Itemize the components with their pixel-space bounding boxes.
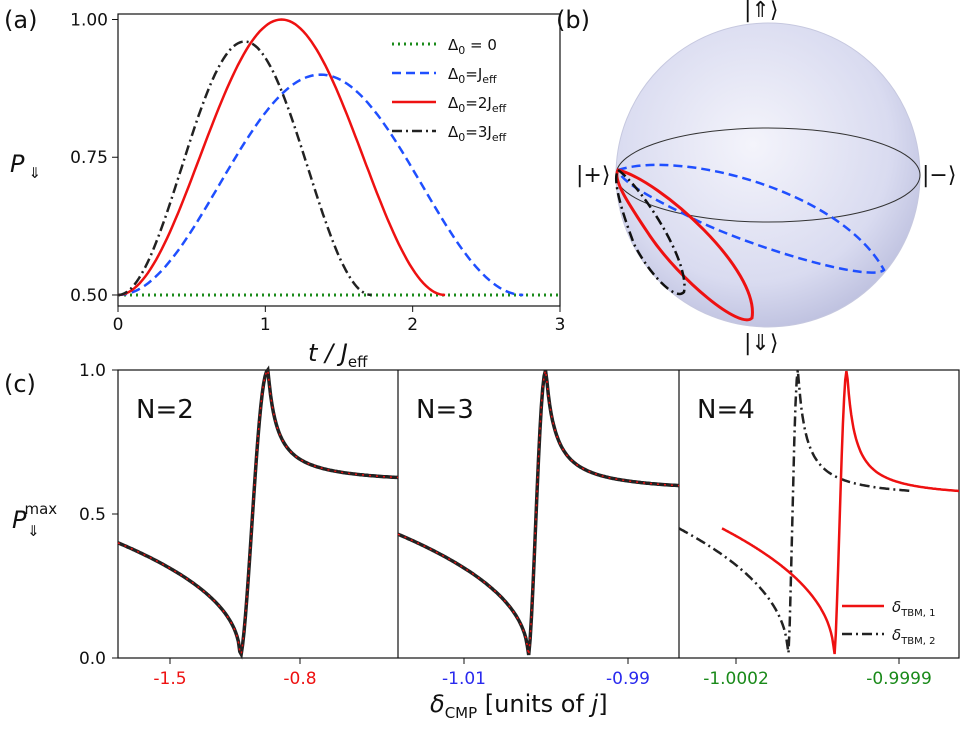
a-legend-label: Δ0 = 0 bbox=[448, 36, 497, 57]
b-trajectory-delta2 bbox=[615, 168, 754, 322]
a-xtick-label: 3 bbox=[555, 315, 566, 335]
a-series-line bbox=[117, 40, 372, 297]
a-xtick-label: 0 bbox=[113, 315, 124, 335]
panel-c-ylabel: Pmax ⇓ bbox=[12, 500, 57, 540]
b-trajectory-delta3 bbox=[614, 168, 686, 296]
panel-b-label: (b) bbox=[556, 6, 590, 34]
subpanel-title: N=3 bbox=[416, 395, 474, 425]
a-legend-label: Δ0=2Jeff bbox=[448, 94, 507, 115]
panel-a-label: (a) bbox=[4, 6, 37, 34]
c-curve-red-n4 bbox=[721, 370, 960, 655]
a-ytick-label: 1.00 bbox=[70, 11, 108, 31]
panel-a-ylabel: P ⇓ bbox=[10, 150, 41, 182]
c-xtick-label: -0.9999 bbox=[866, 669, 932, 689]
panel-a-xlabel: t / Jeff bbox=[308, 339, 368, 371]
c-xtick-label: -0.99 bbox=[606, 669, 650, 689]
a-xtick-label: 2 bbox=[407, 315, 418, 335]
a-ytick-label: 0.75 bbox=[70, 148, 108, 168]
state-right-label: |−⟩ bbox=[922, 163, 956, 188]
state-top-label: |⇑⟩ bbox=[744, 0, 778, 23]
c-ytick-label: 0.0 bbox=[79, 649, 106, 669]
state-left-label: |+⟩ bbox=[576, 163, 610, 188]
c-xtick-label: -1.01 bbox=[442, 669, 486, 689]
panel-a-plot: 0 1 2 3 0.50 0.75 1.00 Δ0 = 0 Δ0=Jeff Δ0=2Jeff Δ0… bbox=[70, 11, 565, 335]
c-legend-label: δTBM, 2 bbox=[892, 626, 936, 647]
c-xtick-label: -0.8 bbox=[283, 669, 316, 689]
a-legend-label: Δ0=3Jeff bbox=[448, 123, 507, 144]
state-bottom-label: |⇓⟩ bbox=[744, 331, 778, 356]
c-xtick-label: -1.0002 bbox=[703, 669, 769, 689]
subpanel-title: N=4 bbox=[697, 395, 755, 425]
b-trajectory-delta1 bbox=[616, 163, 886, 274]
c-ytick-label: 1.0 bbox=[79, 361, 106, 381]
c-curve-black-n4 bbox=[678, 370, 913, 654]
a-ytick-label: 0.50 bbox=[70, 286, 108, 306]
a-series-line bbox=[117, 18, 446, 297]
subpanel-title: N=2 bbox=[136, 395, 194, 425]
panel-c-label: (c) bbox=[4, 370, 36, 398]
a-xtick-label: 1 bbox=[260, 315, 271, 335]
c-curve-black bbox=[397, 369, 680, 656]
a-series-line bbox=[117, 73, 524, 297]
c-legend-label: δTBM, 1 bbox=[892, 598, 936, 619]
c-xtick-label: -1.5 bbox=[153, 669, 186, 689]
a-legend-label: Δ0=Jeff bbox=[448, 65, 497, 86]
panel-c-xlabel: δCMP [units of j] bbox=[430, 690, 608, 722]
panel-a-frame bbox=[117, 13, 561, 307]
c-ytick-label: 0.5 bbox=[79, 505, 106, 525]
bloch-sphere: |⇑⟩ |⇓⟩ |+⟩ |−⟩ bbox=[576, 0, 956, 356]
c-curve-black bbox=[117, 365, 399, 660]
panel-c-plot: 0.0 0.5 1.0 N=2 -1.5 -0.8 N=3 -1.01 -0.99 N=4 -1.0… bbox=[79, 361, 960, 689]
